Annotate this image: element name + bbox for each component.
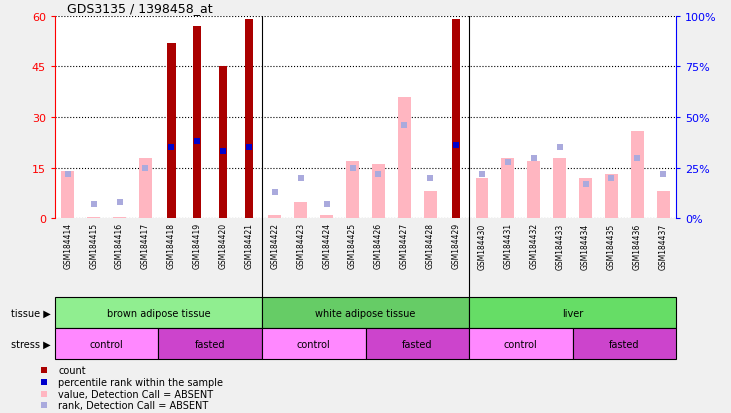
Text: tissue ▶: tissue ▶ (11, 308, 50, 318)
Text: control: control (504, 339, 538, 349)
Text: value, Detection Call = ABSENT: value, Detection Call = ABSENT (58, 389, 213, 399)
Text: rank, Detection Call = ABSENT: rank, Detection Call = ABSENT (58, 401, 209, 411)
Text: GSM184432: GSM184432 (529, 223, 538, 269)
Bar (424, 192, 436, 219)
Bar (656, 192, 670, 219)
Text: GSM184419: GSM184419 (193, 223, 202, 269)
Text: GSM184437: GSM184437 (659, 223, 667, 269)
Text: GSM184425: GSM184425 (348, 223, 357, 269)
Text: GSM184415: GSM184415 (89, 223, 98, 269)
Bar (320, 216, 333, 219)
Bar (346, 161, 359, 219)
Bar (167, 43, 175, 219)
Text: GSM184426: GSM184426 (374, 223, 383, 269)
Text: GSM184420: GSM184420 (219, 223, 227, 269)
Text: GSM184416: GSM184416 (115, 223, 124, 269)
Bar (295, 202, 307, 219)
Text: fasted: fasted (195, 339, 225, 349)
Text: fasted: fasted (402, 339, 433, 349)
Text: stress ▶: stress ▶ (11, 339, 50, 349)
Text: fasted: fasted (609, 339, 640, 349)
Bar (55, 297, 262, 328)
Bar (366, 328, 469, 359)
Text: GSM184422: GSM184422 (270, 223, 279, 269)
Text: GSM184431: GSM184431 (504, 223, 512, 269)
Text: GSM184418: GSM184418 (167, 223, 176, 269)
Bar (398, 97, 411, 219)
Bar (605, 175, 618, 219)
Bar (572, 328, 676, 359)
Bar (469, 297, 676, 328)
Bar (87, 217, 100, 219)
Bar (262, 328, 366, 359)
Bar (527, 161, 540, 219)
Text: GSM184430: GSM184430 (477, 223, 487, 269)
Text: GSM184434: GSM184434 (581, 223, 590, 269)
Text: control: control (90, 339, 124, 349)
Text: GSM184427: GSM184427 (400, 223, 409, 269)
Bar (245, 20, 253, 219)
Bar (139, 158, 152, 219)
Bar (452, 20, 461, 219)
Bar (113, 217, 126, 219)
Text: GDS3135 / 1398458_at: GDS3135 / 1398458_at (67, 2, 213, 15)
Text: count: count (58, 365, 86, 375)
Bar (219, 67, 227, 219)
Text: GSM184433: GSM184433 (555, 223, 564, 269)
Bar (579, 178, 592, 219)
Bar (372, 165, 385, 219)
Bar (159, 328, 262, 359)
Bar (193, 27, 202, 219)
Bar (553, 158, 566, 219)
Text: brown adipose tissue: brown adipose tissue (107, 308, 211, 318)
Bar (61, 172, 75, 219)
Bar (55, 328, 159, 359)
Text: GSM184417: GSM184417 (141, 223, 150, 269)
Text: percentile rank within the sample: percentile rank within the sample (58, 377, 224, 387)
Text: GSM184424: GSM184424 (322, 223, 331, 269)
Text: GSM184423: GSM184423 (296, 223, 306, 269)
Text: GSM184421: GSM184421 (244, 223, 254, 269)
Text: GSM184436: GSM184436 (633, 223, 642, 269)
Bar (268, 216, 281, 219)
Bar (262, 297, 469, 328)
Bar (501, 158, 515, 219)
Text: white adipose tissue: white adipose tissue (315, 308, 416, 318)
Text: liver: liver (562, 308, 583, 318)
Bar (469, 328, 572, 359)
Bar (631, 131, 644, 219)
Bar (476, 178, 488, 219)
Text: control: control (297, 339, 330, 349)
Text: GSM184435: GSM184435 (607, 223, 616, 269)
Text: GSM184414: GSM184414 (64, 223, 72, 269)
Text: GSM184428: GSM184428 (425, 223, 435, 269)
Text: GSM184429: GSM184429 (452, 223, 461, 269)
